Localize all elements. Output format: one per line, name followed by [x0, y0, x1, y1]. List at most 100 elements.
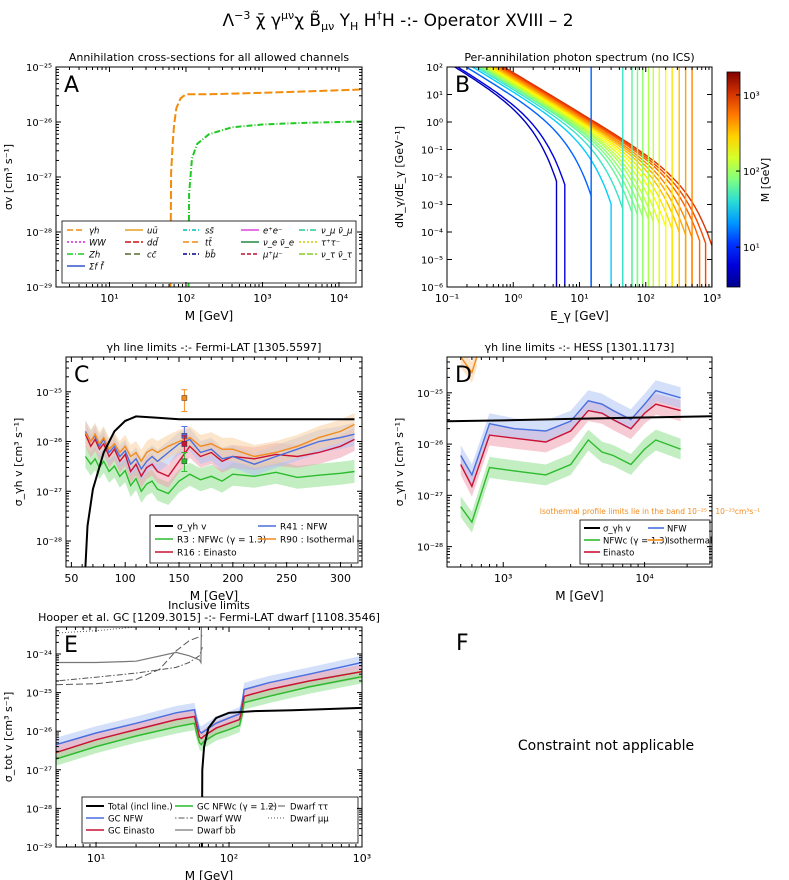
y-tick-label: 10⁻²⁸	[26, 804, 52, 815]
legend-box	[81, 796, 359, 844]
series-line-σ_γh v	[447, 415, 712, 423]
legend-label: Dwarf μμ	[290, 815, 329, 825]
legend-label: GC Einasto	[108, 827, 155, 837]
legend-label: ν_e ν̄_e	[263, 239, 294, 249]
y-tick-label: 10⁻⁶	[421, 283, 443, 294]
y-tick-label: 10⁻²⁵	[36, 388, 62, 399]
series-line-M30	[471, 67, 612, 287]
series-line-M110	[482, 67, 650, 287]
data-point	[181, 395, 188, 401]
legend-label: dd̄	[147, 237, 160, 249]
series-line-Total (incl line.)	[200, 706, 362, 847]
x-tick-label: 200	[222, 572, 243, 585]
x-tick-label: 10²	[177, 292, 195, 305]
y-tick-label: 10⁻²⁵	[26, 63, 52, 74]
y-tick-label: 10⁻²⁵	[417, 389, 443, 400]
x-axis-label: M [GeV]	[185, 309, 233, 323]
plot-area	[84, 389, 355, 567]
series-line-Zh	[187, 120, 362, 287]
y-tick-label: 10⁻²⁶	[26, 118, 52, 129]
x-tick-label: 10²	[220, 852, 238, 865]
x-tick-label: 10¹	[100, 292, 118, 305]
x-tick-label: 10¹	[87, 852, 105, 865]
y-tick-label: 10⁻²⁹	[26, 843, 52, 854]
y-axis-label: σ_γh v [cm³ s⁻¹]	[393, 418, 406, 507]
plot-area	[56, 627, 362, 847]
legend-box	[579, 519, 711, 565]
x-tick-label: 10⁻¹	[435, 292, 459, 305]
legend-label: γh	[89, 227, 99, 237]
panel-title: Inclusive limits	[168, 599, 250, 612]
series-line-Dwarf ττ	[56, 635, 203, 686]
y-tick-label: 10⁻²⁷	[417, 491, 443, 502]
series-line-GC NFWc (γ = 1.2)	[56, 675, 362, 760]
legend-label: R41 : NFW	[280, 523, 327, 533]
panel-letter: C	[74, 363, 89, 388]
legend: σ_γh v NFWc (γ = 1.3) Einasto NFW Isothermal	[579, 519, 712, 565]
colorbar-bar	[726, 71, 741, 288]
panel-title: γh line limits -:- HESS [1301.1173]	[485, 341, 675, 354]
colorbar-tick-label: 10³	[743, 91, 760, 102]
legend-label: Dwarf ττ	[290, 803, 328, 813]
legend-label: σ_γh v	[603, 525, 631, 535]
series-line-M130	[484, 67, 654, 287]
x-tick-label: 10³	[494, 572, 512, 585]
legend-label: bb̄	[205, 249, 216, 261]
series-line-M15	[464, 67, 592, 287]
series-line-GC Einasto	[56, 670, 362, 754]
legend-label: Dwarf WW	[197, 815, 242, 825]
x-tick-label: 10⁴	[330, 292, 349, 305]
series-line-R90 : Isothermal	[84, 423, 355, 463]
legend: Total (incl line.) GC NFW GC Einasto GC NFW…	[81, 796, 359, 844]
y-tick-label: 10⁻²⁷	[26, 766, 52, 777]
legend-label: μ⁺μ⁻	[262, 251, 283, 261]
legend-label: uū	[147, 227, 158, 237]
series-line-Einasto	[460, 403, 681, 489]
y-tick-label: 10⁻²⁷	[36, 487, 62, 498]
legend-label: tt̄	[205, 237, 213, 249]
legend: σ_γh v R3 : NFWc (γ = 1.3) R16 : Einasto R4…	[149, 514, 359, 564]
legend-label: ss̄	[205, 227, 214, 237]
y-tick-label: 10⁻⁴	[421, 228, 443, 239]
legend-label: R3 : NFWc (γ = 1.3)	[177, 536, 266, 546]
panel-letter: D	[455, 363, 472, 388]
panel-letter: F	[456, 631, 469, 656]
panel-letter: B	[455, 73, 470, 98]
figure-title: Λ−3 χ̄ γμνχ B̃μν YH H†H -:- Operator XVI…	[222, 9, 573, 33]
data-point	[181, 458, 188, 465]
series-line-R3 : NFWc (γ = 1.3)	[84, 456, 355, 495]
x-axis-label: M [GeV]	[190, 589, 238, 603]
legend-label: NFW	[667, 525, 687, 535]
y-tick-label: 10²	[426, 63, 443, 74]
colorbar-tick-label: 10²	[743, 167, 760, 178]
y-tick-label: 10⁻¹	[421, 146, 443, 157]
panel-letter: E	[64, 633, 78, 658]
series-line-Dwarf bb̄	[56, 627, 203, 665]
panel-B: 10⁻¹ 10⁰ 10¹ 10² 10³ 10⁻⁶ 10⁻⁵ 10⁻⁴ 10⁻³ 10⁻² 10⁻¹…	[393, 51, 772, 323]
axes-frame	[65, 356, 363, 568]
colorbar: 10¹ 10² 10³ M [GeV]	[726, 71, 772, 288]
legend-box	[149, 514, 359, 564]
x-tick-label: 150	[169, 572, 190, 585]
x-tick-label: 300	[330, 572, 351, 585]
y-tick-label: 10⁻²⁶	[26, 727, 52, 738]
legend-label: R16 : Einasto	[177, 549, 237, 559]
series-line-GC NFW	[56, 661, 362, 746]
axes-frame	[446, 356, 713, 568]
x-tick-label: 250	[276, 572, 297, 585]
series-line-M4.5	[453, 67, 558, 287]
x-axis-label: M [GeV]	[185, 869, 233, 880]
y-axis-label: dN_γ/dE_γ [GeV⁻¹]	[393, 126, 406, 228]
series-line-M160	[486, 67, 660, 287]
y-tick-label: 10⁻²⁷	[26, 173, 52, 184]
series-line-M75	[479, 67, 639, 287]
x-axis-label: E_γ [GeV]	[550, 309, 609, 323]
y-axis-label: σ_tot v [cm³ s⁻¹]	[2, 692, 15, 783]
legend-label: Isothermal	[667, 537, 712, 547]
band-NFWc (γ = 1.3)	[460, 429, 681, 533]
y-tick-label: 10⁻²⁸	[417, 543, 443, 554]
